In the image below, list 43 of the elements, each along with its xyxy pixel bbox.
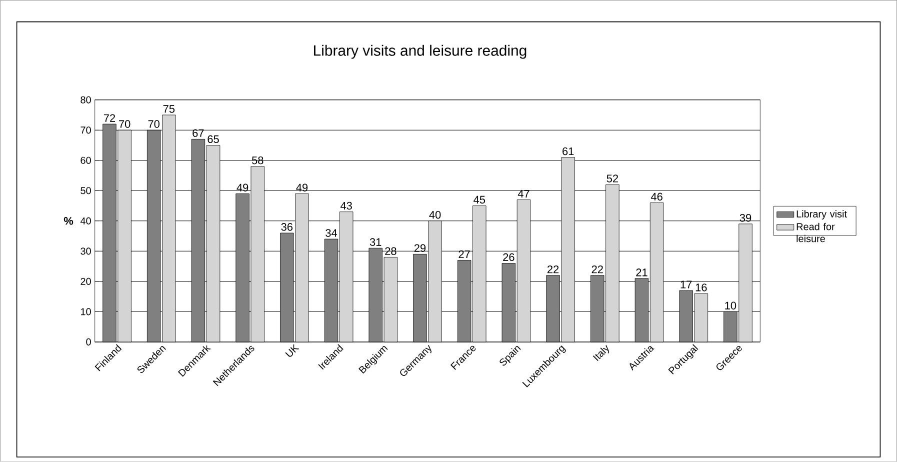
legend-label: Read for leisure xyxy=(796,222,835,242)
legend-label: Library visit xyxy=(796,210,847,220)
data-label: 10 xyxy=(725,302,736,310)
y-tick-label: 20 xyxy=(80,278,91,286)
data-label: 49 xyxy=(236,184,248,192)
data-label: 70 xyxy=(119,120,130,128)
y-tick-label: 40 xyxy=(80,217,91,225)
data-label: 27 xyxy=(458,250,470,258)
data-label: 34 xyxy=(326,229,338,237)
data-label: 21 xyxy=(636,268,648,276)
data-label: 72 xyxy=(104,114,116,122)
x-tick-label: Italy xyxy=(592,345,610,362)
y-tick-label: 10 xyxy=(81,308,91,316)
data-label: 36 xyxy=(281,223,293,231)
data-label: 39 xyxy=(740,214,752,222)
data-label: 29 xyxy=(414,244,426,252)
y-tick-label: 30 xyxy=(80,248,91,255)
data-label: 47 xyxy=(518,190,530,198)
data-label: 17 xyxy=(680,280,692,288)
y-tick-label: 80 xyxy=(80,96,91,104)
data-label: 22 xyxy=(592,266,603,274)
data-label: 45 xyxy=(474,196,486,204)
data-label: 22 xyxy=(547,266,559,274)
data-label: 40 xyxy=(429,211,441,219)
y-axis-title: % xyxy=(64,217,74,225)
data-label: 31 xyxy=(370,238,382,246)
x-tick-label: UK xyxy=(285,344,300,357)
data-label: 67 xyxy=(192,129,204,138)
data-label: 49 xyxy=(296,184,308,192)
y-tick-label: 60 xyxy=(80,156,91,164)
chart-title: Library visits and leisure reading xyxy=(314,44,526,59)
data-label: 46 xyxy=(650,192,662,201)
data-label: 70 xyxy=(148,120,160,128)
y-tick-label: 50 xyxy=(80,187,91,194)
data-label: 65 xyxy=(208,135,219,144)
y-tick-label: 0 xyxy=(86,338,91,346)
data-label: 43 xyxy=(340,202,352,210)
data-label: 26 xyxy=(503,253,514,262)
data-label: 75 xyxy=(163,105,175,113)
data-label: 61 xyxy=(562,147,574,156)
y-tick-label: 70 xyxy=(80,126,91,134)
data-label: 16 xyxy=(696,284,707,292)
data-label: 52 xyxy=(606,174,618,182)
